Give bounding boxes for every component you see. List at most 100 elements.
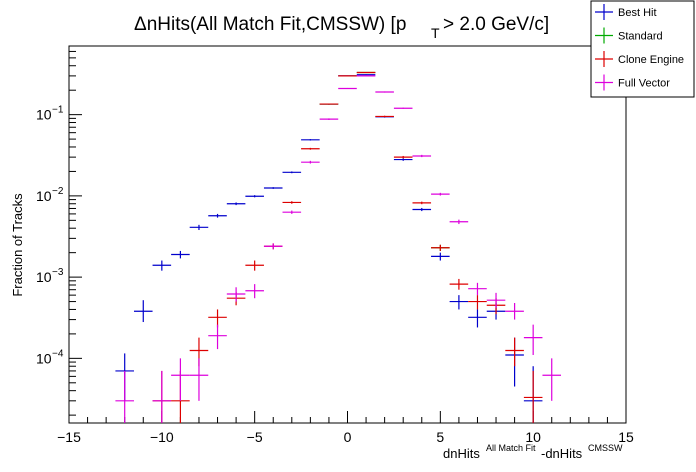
data-point bbox=[152, 260, 172, 271]
data-point bbox=[226, 287, 246, 302]
x-tick-label: −15 bbox=[57, 429, 81, 445]
data-point bbox=[505, 337, 524, 367]
title-subscript: T bbox=[431, 25, 440, 41]
series bbox=[115, 74, 543, 423]
y-tick-exp: −3 bbox=[52, 267, 64, 278]
y-tick-label: 10 −3 bbox=[36, 267, 64, 285]
data-point bbox=[301, 147, 320, 150]
data-point bbox=[449, 219, 469, 225]
legend: Best Hit Standard Clone Engine Full Vector bbox=[590, 0, 695, 98]
data-point bbox=[115, 370, 134, 423]
plot-frame bbox=[68, 45, 627, 424]
data-point bbox=[189, 224, 209, 231]
series bbox=[115, 75, 562, 423]
data-point bbox=[133, 300, 153, 323]
series bbox=[152, 71, 543, 423]
data-point bbox=[208, 213, 227, 218]
data-point bbox=[449, 295, 469, 310]
data-point bbox=[375, 91, 394, 93]
y-tick-label: 10 −1 bbox=[36, 105, 64, 123]
x-axis-label: dnHits All Match Fit -dnHits CMSSW bbox=[443, 443, 623, 461]
data-point bbox=[523, 324, 543, 355]
chart-title: ΔnHits(All Match Fit,CMSSW) [p T > 2.0 G… bbox=[134, 14, 549, 41]
data-point bbox=[431, 192, 450, 196]
data-point bbox=[356, 74, 376, 76]
data-point bbox=[208, 309, 227, 328]
data-point bbox=[226, 202, 246, 206]
legend-entry: Best Hit bbox=[595, 4, 657, 20]
y-tick-base: 10 bbox=[36, 269, 52, 285]
data-point bbox=[393, 155, 413, 159]
data-point bbox=[412, 201, 432, 205]
data-point bbox=[375, 115, 394, 118]
data-point bbox=[282, 201, 302, 204]
data-point bbox=[542, 358, 562, 401]
x-label-part2: -dnHits bbox=[541, 446, 583, 461]
legend-label: Best Hit bbox=[618, 7, 657, 19]
y-tick-base: 10 bbox=[36, 350, 52, 366]
y-tick-base: 10 bbox=[36, 107, 52, 123]
y-tick-labels: 10−110−210−310−4 bbox=[36, 105, 64, 367]
data-point bbox=[338, 87, 357, 90]
x-tick-labels: −15 −10 −5 0 5 10 15 bbox=[57, 429, 634, 445]
data-point bbox=[431, 252, 450, 261]
y-tick-base: 10 bbox=[36, 188, 52, 204]
y-tick-exp: −1 bbox=[52, 105, 64, 116]
x-label-part1: dnHits bbox=[443, 446, 480, 461]
data-point bbox=[171, 358, 190, 401]
data-point bbox=[468, 282, 487, 296]
x-tick-label: −5 bbox=[247, 429, 263, 445]
legend-label: Full Vector bbox=[618, 78, 670, 90]
data-point bbox=[412, 154, 432, 158]
x-tick-label: 15 bbox=[618, 429, 634, 445]
x-axis bbox=[68, 411, 627, 423]
legend-entry: Clone Engine bbox=[595, 51, 684, 67]
title-main: ΔnHits(All Match Fit,CMSSW) [p bbox=[134, 14, 406, 35]
legend-entry: Full Vector bbox=[595, 74, 670, 91]
y-tick-exp: −4 bbox=[52, 348, 64, 359]
data-point bbox=[208, 324, 227, 350]
data-point bbox=[393, 107, 413, 109]
legend-entry: Standard bbox=[595, 27, 663, 44]
series bbox=[319, 71, 450, 251]
series-layer bbox=[115, 71, 562, 423]
data-point bbox=[263, 187, 283, 189]
x-tick-label: 5 bbox=[436, 429, 444, 445]
y-tick-label: 10 −4 bbox=[36, 348, 64, 366]
data-point bbox=[282, 171, 302, 174]
legend-box bbox=[590, 0, 695, 98]
data-point bbox=[468, 295, 487, 310]
x-tick-label: 0 bbox=[344, 429, 352, 445]
title-tail: > 2.0 GeV/c] bbox=[443, 14, 549, 35]
data-point bbox=[319, 118, 339, 120]
data-point bbox=[505, 303, 524, 320]
data-point bbox=[449, 278, 469, 290]
data-point bbox=[301, 160, 320, 164]
data-point bbox=[301, 139, 320, 141]
x-tick-label: 10 bbox=[525, 429, 541, 445]
legend-label: Clone Engine bbox=[618, 54, 684, 66]
y-axis-label: Fraction of Tracks bbox=[10, 193, 25, 297]
data-point bbox=[393, 158, 413, 161]
data-point bbox=[431, 244, 450, 251]
x-label-sup2: CMSSW bbox=[588, 443, 623, 453]
data-point bbox=[245, 195, 264, 198]
y-axis bbox=[69, 50, 82, 416]
data-point bbox=[356, 71, 376, 74]
y-tick-exp: −2 bbox=[52, 186, 64, 197]
data-point bbox=[245, 284, 264, 299]
data-point bbox=[356, 75, 376, 77]
data-point bbox=[189, 358, 209, 401]
y-tick-label: 10 −2 bbox=[36, 186, 64, 204]
data-point bbox=[338, 75, 357, 77]
data-point bbox=[523, 370, 543, 423]
data-point bbox=[486, 292, 506, 308]
x-tick-label: −10 bbox=[150, 429, 174, 445]
data-point bbox=[171, 250, 190, 259]
data-point bbox=[152, 370, 172, 423]
data-point bbox=[245, 260, 264, 271]
data-point bbox=[263, 243, 283, 250]
data-point bbox=[282, 210, 302, 214]
legend-label: Standard bbox=[618, 31, 663, 43]
